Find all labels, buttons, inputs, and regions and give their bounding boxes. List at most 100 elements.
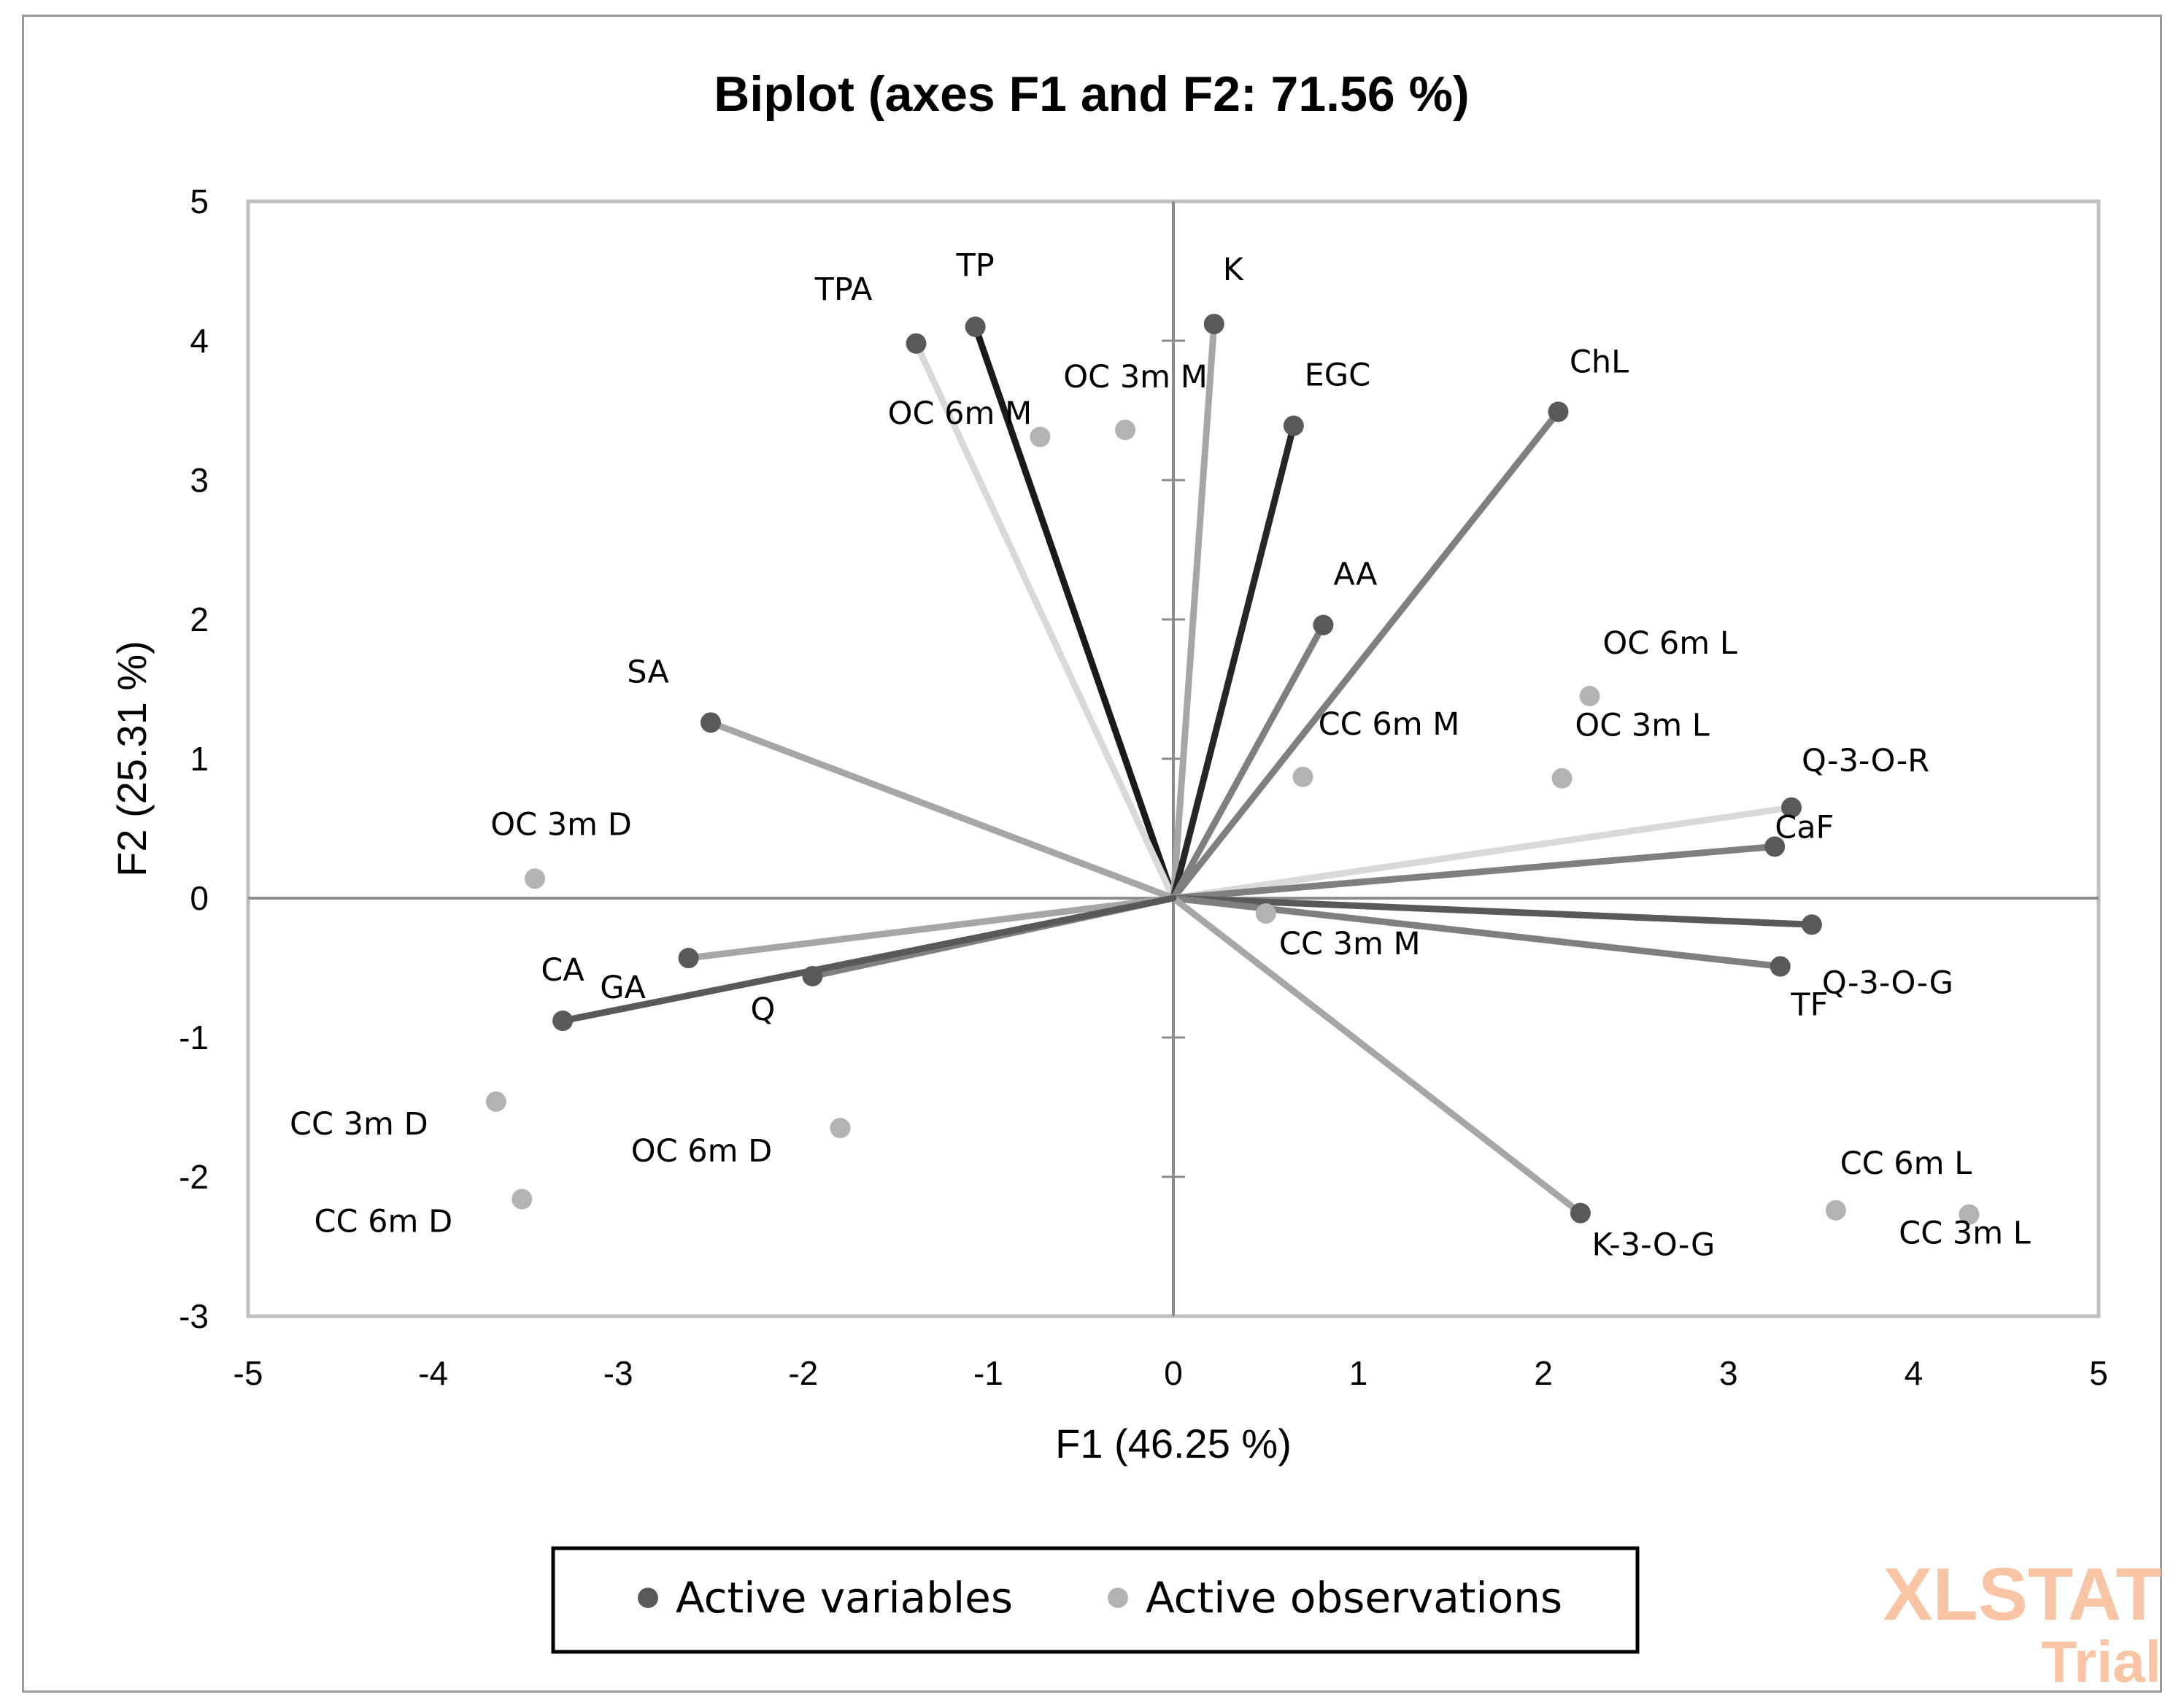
y-axis-title: F2 (25.31 %) xyxy=(109,641,155,877)
variable-point-ca xyxy=(552,1010,574,1032)
variable-label-egc: EGC xyxy=(1305,358,1371,394)
vector-tpa xyxy=(912,340,1177,902)
observation-label-oc-3m-d: OC 3m D xyxy=(490,806,632,843)
watermark-line2: Trial xyxy=(2041,1629,2161,1694)
observation-label-oc-6m-l: OC 6m L xyxy=(1602,625,1737,662)
variable-point-ga xyxy=(678,948,699,969)
y-tick-label: 1 xyxy=(190,740,209,778)
variable-point-sa xyxy=(701,712,721,733)
variable-point-tpa xyxy=(906,333,927,354)
observation-point-cc-3m-l xyxy=(1959,1204,1980,1225)
x-tick-label: -3 xyxy=(603,1354,633,1392)
vector-tp xyxy=(972,323,1177,902)
legend-box xyxy=(551,1546,1640,1654)
observation-point-cc-6m-l xyxy=(1825,1199,1846,1221)
vector-sa xyxy=(707,719,1177,902)
observation-label-oc-6m-m: OC 6m M xyxy=(888,395,1033,432)
legend-label-active-variables: Active variables xyxy=(676,1573,1013,1623)
x-tick-label: 0 xyxy=(1164,1354,1183,1392)
observation-label-cc-6m-d: CC 6m D xyxy=(314,1204,452,1240)
variable-label-sa: SA xyxy=(627,654,669,690)
observation-point-oc-6m-l xyxy=(1579,686,1600,707)
observation-point-oc-6m-m xyxy=(1030,426,1051,447)
data-points xyxy=(485,314,1980,1225)
variable-point-q-3-o-g xyxy=(1801,914,1822,935)
x-tick-label: -5 xyxy=(234,1354,263,1392)
variable-point-q xyxy=(802,965,823,986)
legend-marker-active-observations xyxy=(1108,1588,1128,1608)
y-tick-label: -2 xyxy=(179,1158,209,1196)
x-axis-title: F1 (46.25 %) xyxy=(1055,1421,1292,1467)
vector-chl xyxy=(1170,408,1562,902)
observation-label-cc-3m-l: CC 3m L xyxy=(1899,1216,2031,1252)
variable-point-k xyxy=(1203,314,1224,335)
variable-label-caf: CaF xyxy=(1775,809,1834,846)
legend-marker-active-variables xyxy=(638,1588,658,1608)
vector-q-3-o-g xyxy=(1170,894,1816,928)
variable-point-chl xyxy=(1548,401,1569,422)
observation-point-cc-3m-d xyxy=(485,1091,506,1112)
y-tick-label: 0 xyxy=(190,879,209,917)
variable-point-q-3-o-r xyxy=(1781,797,1802,818)
vector-aa xyxy=(1170,622,1327,902)
vector-k xyxy=(1170,320,1218,902)
observation-label-oc-3m-l: OC 3m L xyxy=(1575,708,1709,744)
variable-label-ga: GA xyxy=(600,970,646,1006)
variable-label-q-3-o-r: Q-3-O-R xyxy=(1802,743,1929,779)
vector-q-3-o-r xyxy=(1170,804,1795,902)
x-tick-label: 3 xyxy=(1719,1354,1738,1392)
variable-label-tpa: TPA xyxy=(814,271,873,308)
observation-label-cc-3m-m: CC 3m M xyxy=(1279,926,1421,962)
x-tick-label: -1 xyxy=(973,1354,1003,1392)
vector-ga xyxy=(685,894,1177,962)
watermark: XLSTAT Trial xyxy=(1883,1553,2161,1694)
variable-label-tf: TF xyxy=(1790,987,1828,1024)
observation-label-cc-3m-d: CC 3m D xyxy=(290,1106,428,1143)
observation-point-cc-6m-m xyxy=(1292,766,1313,787)
x-tick-label: 4 xyxy=(1905,1354,1923,1392)
vector-ca xyxy=(559,894,1177,1024)
x-tick-label: 5 xyxy=(2089,1354,2108,1392)
variable-label-q: Q xyxy=(751,992,776,1028)
observation-label-oc-6m-d: OC 6m D xyxy=(631,1133,773,1170)
observation-point-oc-3m-l xyxy=(1551,768,1573,789)
variable-label-q-3-o-g: Q-3-O-G xyxy=(1822,965,1953,1001)
y-tick-label: -3 xyxy=(179,1297,209,1335)
variable-vectors xyxy=(559,320,1816,1217)
observation-point-cc-6m-d xyxy=(512,1189,533,1210)
variable-point-egc xyxy=(1283,415,1304,436)
variable-label-k: K xyxy=(1223,252,1245,288)
observation-label-oc-3m-m: OC 3m M xyxy=(1063,359,1208,395)
observation-label-cc-6m-l: CC 6m L xyxy=(1840,1145,1972,1182)
observation-point-cc-3m-m xyxy=(1255,903,1276,924)
variable-label-chl: ChL xyxy=(1570,344,1629,380)
vector-k-3-o-g xyxy=(1170,894,1584,1217)
y-tick-label: 2 xyxy=(190,600,209,638)
chart-frame xyxy=(22,15,2162,1693)
y-tick-label: 3 xyxy=(190,461,209,499)
y-tick-label: -1 xyxy=(179,1019,209,1056)
chart-title: Biplot (axes F1 and F2: 71.56 %) xyxy=(714,66,1469,122)
point-labels: TP TPA K EGC ChL AA SA Q-3-O-R CaF Q-3-O-GTF K-3-O… xyxy=(290,247,2031,1264)
observation-point-oc-3m-d xyxy=(525,868,546,889)
x-tick-label: -2 xyxy=(788,1354,818,1392)
x-tick-label: 1 xyxy=(1349,1354,1368,1392)
variable-point-tf xyxy=(1770,956,1791,977)
legend-label-active-observations: Active observations xyxy=(1146,1573,1562,1623)
x-tick-label: -4 xyxy=(418,1354,448,1392)
variable-point-caf xyxy=(1764,836,1786,857)
y-tick-label: 4 xyxy=(190,322,209,360)
vector-caf xyxy=(1170,843,1778,902)
x-tick-label: 2 xyxy=(1534,1354,1553,1392)
axis-ticks: -5 -4 -3 -2 -1 0 1 2 3 4 5 -3 -2 -1 0 1 2 3 4 5 xyxy=(179,182,2108,1392)
observation-point-oc-6m-d xyxy=(830,1118,851,1139)
observation-point-oc-3m-m xyxy=(1115,420,1136,441)
vector-egc xyxy=(1170,422,1297,902)
variable-label-k-3-o-g: K-3-O-G xyxy=(1592,1227,1716,1264)
variable-label-aa: AA xyxy=(1333,557,1378,593)
y-tick-label: 5 xyxy=(190,182,209,220)
variable-label-tp: TP xyxy=(956,247,995,284)
observation-label-cc-6m-m: CC 6m M xyxy=(1319,706,1460,743)
variable-point-aa xyxy=(1313,614,1334,635)
